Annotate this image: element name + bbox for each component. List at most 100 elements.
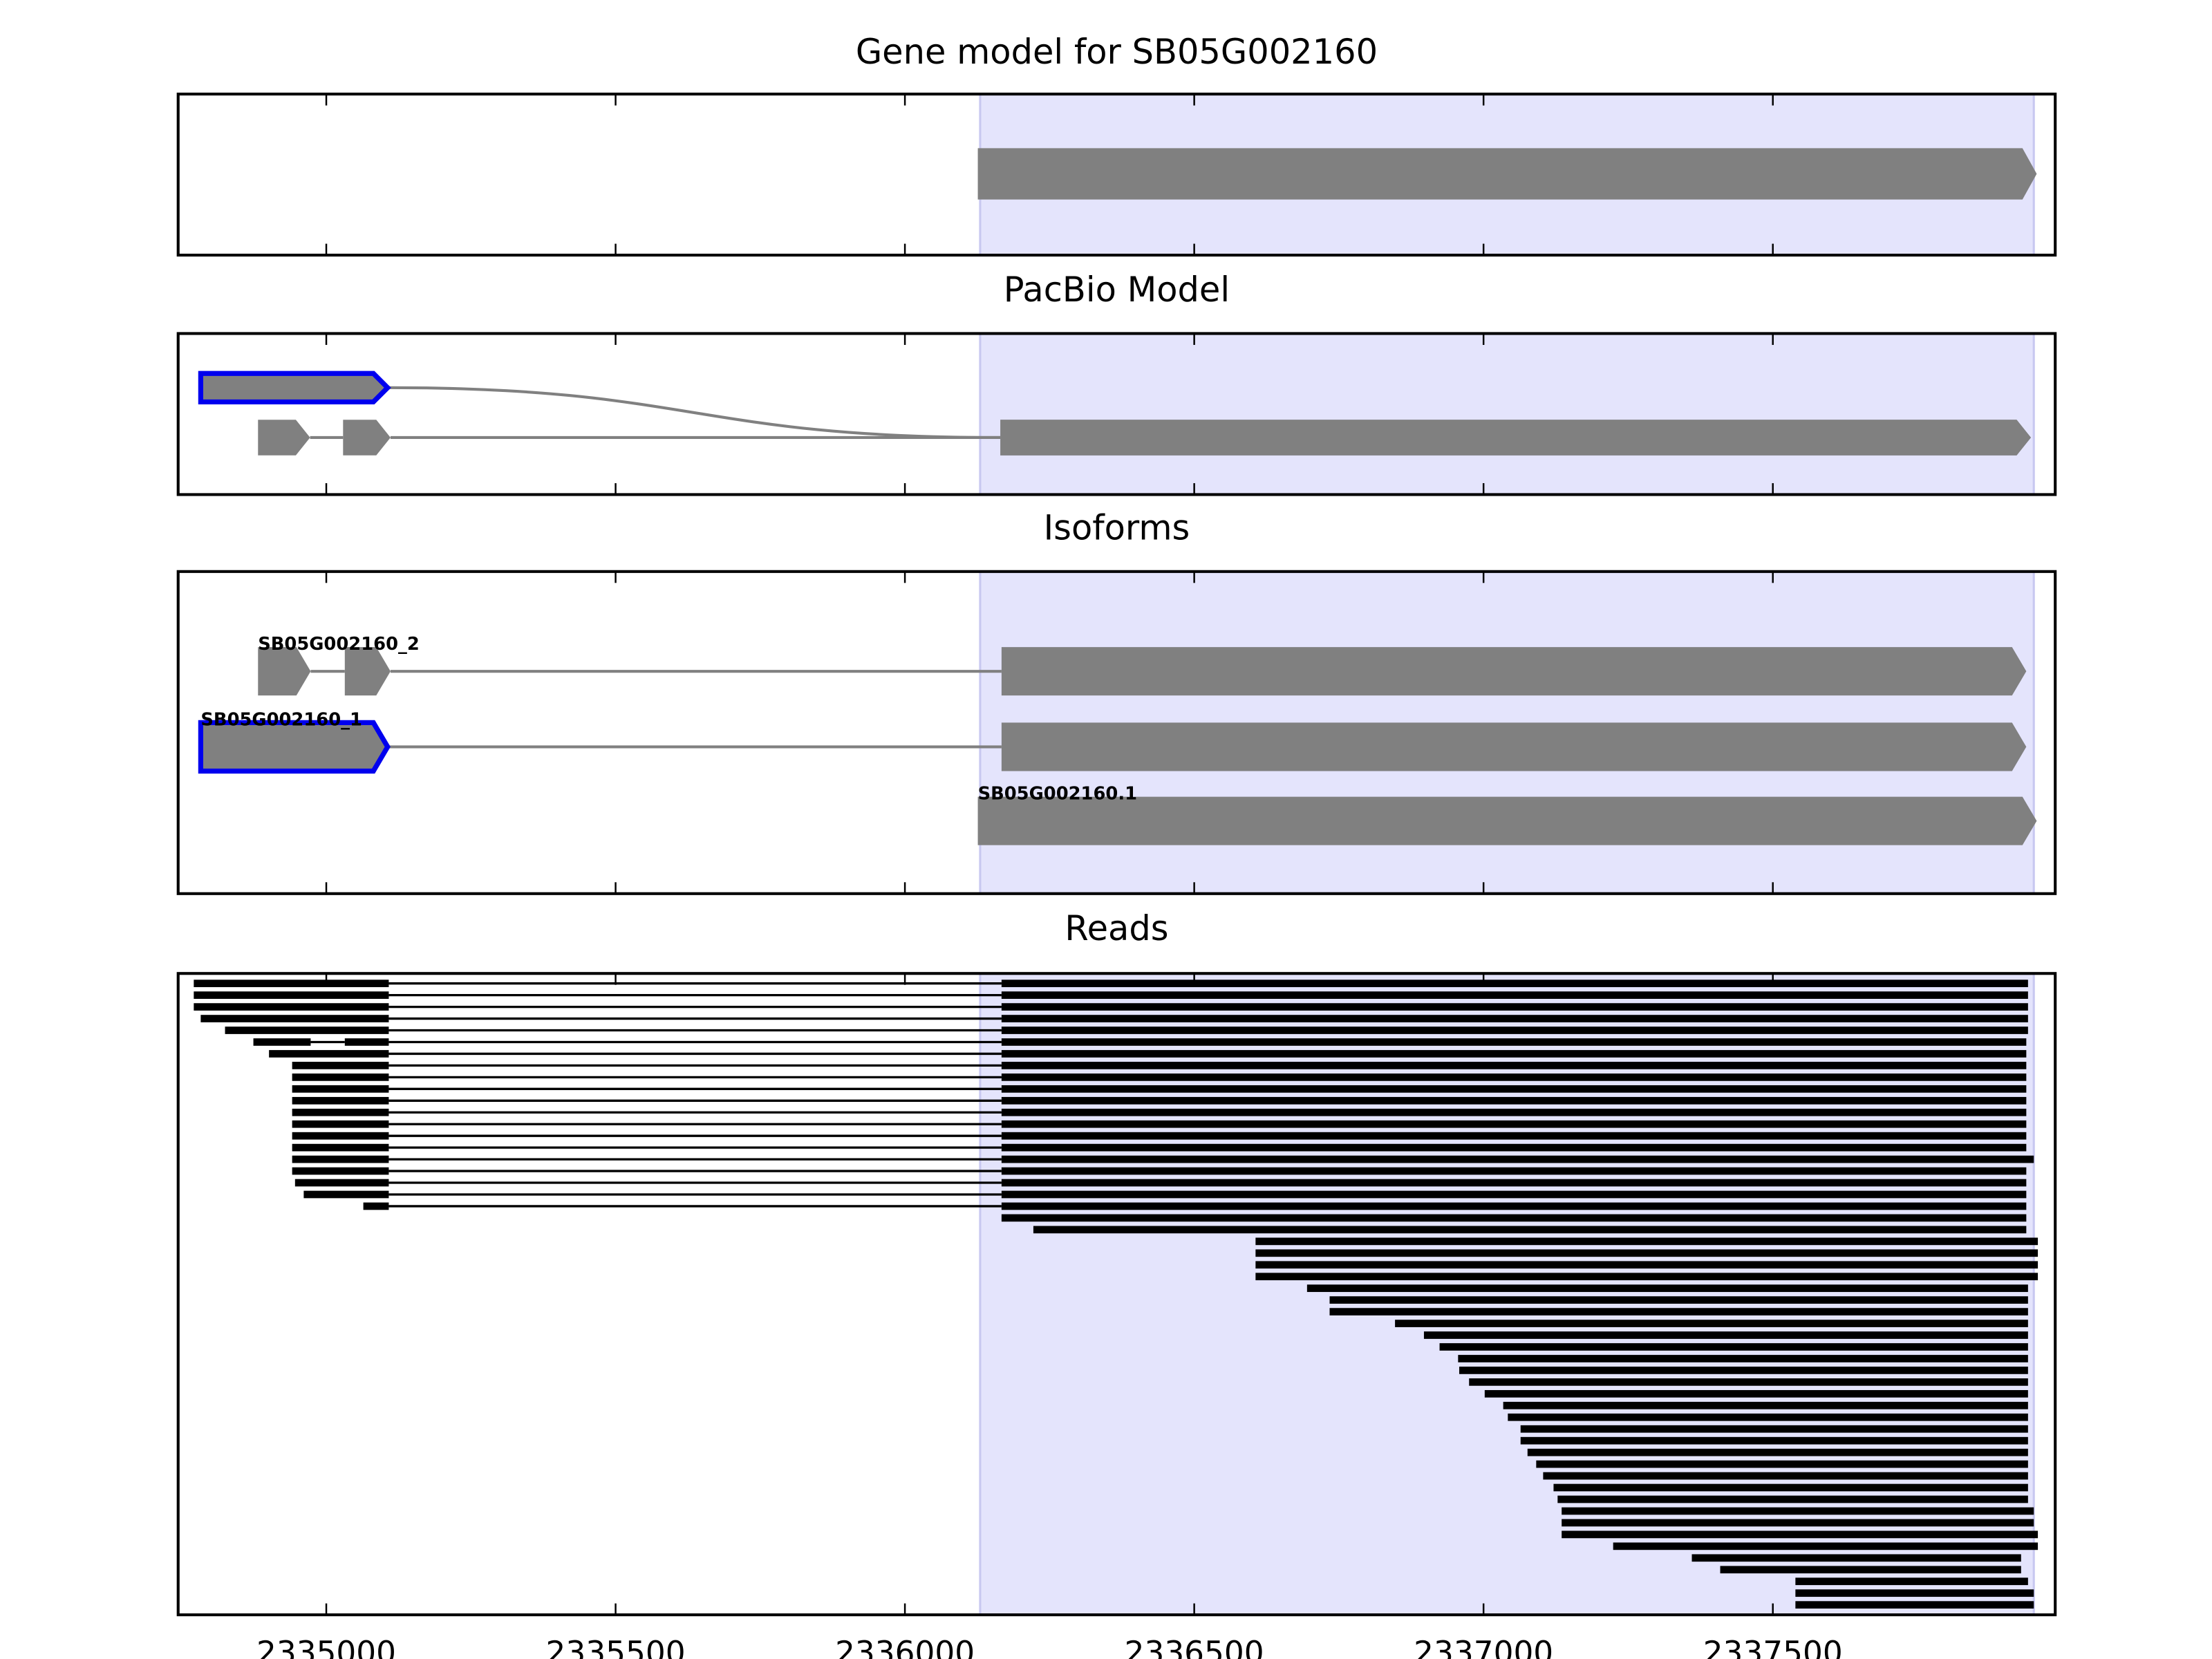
read-block: [1001, 1120, 2027, 1128]
read-block: [303, 1190, 389, 1199]
read-block: [1557, 1495, 2028, 1503]
read-block: [1001, 1132, 2027, 1140]
x-tick-label: 2336500: [1125, 1634, 1264, 1659]
read-block: [363, 1202, 389, 1210]
read-block: [1001, 1085, 2027, 1093]
exon: [258, 647, 311, 696]
read-block: [194, 991, 389, 1000]
read-block: [225, 1027, 389, 1034]
read-block: [1001, 1062, 2027, 1069]
read-block: [1562, 1519, 2034, 1527]
read-block: [1459, 1367, 2028, 1374]
read-block: [294, 1179, 389, 1187]
read-block: [1795, 1601, 2034, 1609]
exon: [977, 148, 2037, 200]
read-block: [1329, 1296, 2028, 1304]
read-block: [292, 1085, 389, 1093]
panel-title: PacBio Model: [1004, 270, 1230, 310]
read-block: [200, 1015, 389, 1022]
read-block: [1001, 1096, 2027, 1105]
read-block: [1484, 1389, 2028, 1398]
read-block: [1562, 1507, 2034, 1515]
read-block: [1395, 1320, 2028, 1327]
read-block: [1033, 1226, 2027, 1234]
read-block: [1255, 1261, 2038, 1269]
read-block: [1553, 1483, 2028, 1492]
read-block: [1255, 1237, 2038, 1246]
read-block: [292, 1132, 389, 1140]
read-block: [1691, 1554, 2021, 1562]
highlight-region: [979, 972, 2035, 1616]
read-block: [194, 1003, 389, 1011]
read-block: [1329, 1308, 2028, 1315]
read-block: [1536, 1460, 2028, 1468]
read-block: [1001, 1027, 2028, 1034]
x-tick-label: 2335000: [256, 1634, 396, 1659]
read-block: [1001, 1155, 2034, 1163]
panel-frame: [176, 972, 2057, 1617]
exon: [1001, 722, 2027, 771]
read-block: [1001, 1003, 2028, 1011]
exon: [198, 371, 391, 405]
read-block: [1001, 1038, 2027, 1046]
read-block: [292, 1143, 389, 1152]
read-block: [292, 1062, 389, 1069]
panel-title: Reads: [1065, 908, 1168, 948]
read-block: [269, 1050, 389, 1058]
read-block: [1469, 1378, 2028, 1386]
x-tick-label: 2337500: [1703, 1634, 1843, 1659]
read-block: [1562, 1530, 2038, 1539]
exon: [977, 796, 2037, 845]
read-block: [1795, 1577, 2028, 1586]
panel-title: Gene model for SB05G002160: [856, 32, 1378, 72]
read-block: [292, 1167, 389, 1175]
exon: [198, 720, 391, 774]
read-block: [1001, 1167, 2027, 1175]
read-block: [194, 980, 389, 988]
exon: [258, 420, 310, 456]
read-block: [1795, 1589, 2034, 1597]
read-block: [1306, 1284, 2028, 1293]
read-block: [1001, 1202, 2027, 1210]
read-block: [292, 1120, 389, 1128]
exon: [343, 420, 391, 456]
panel-frame: [176, 93, 2057, 257]
panel-frame: [176, 332, 2057, 496]
read-block: [1255, 1249, 2038, 1257]
highlight-region: [979, 332, 2035, 496]
read-block: [1001, 1214, 2027, 1222]
read-block: [1503, 1401, 2028, 1409]
read-block: [1613, 1542, 2038, 1550]
read-block: [1001, 1074, 2027, 1081]
read-block: [292, 1074, 389, 1081]
isoform-label: SB05G002160_2: [258, 634, 420, 655]
read-block: [344, 1038, 389, 1046]
read-block: [1001, 1015, 2028, 1022]
x-tick-label: 2335500: [546, 1634, 686, 1659]
read-block: [292, 1155, 389, 1163]
read-block: [1001, 1190, 2027, 1199]
read-block: [1458, 1355, 2028, 1362]
read-block: [292, 1096, 389, 1105]
read-block: [1001, 1143, 2027, 1152]
read-block: [1001, 980, 2028, 988]
read-block: [1720, 1566, 2021, 1574]
read-block: [1001, 1050, 2027, 1058]
read-block: [1001, 1108, 2027, 1116]
isoform-label: SB05G002160.1: [978, 784, 1137, 805]
read-block: [1255, 1273, 2038, 1281]
isoform-label: SB05G002160_1: [200, 709, 362, 730]
exon: [344, 647, 391, 696]
read-block: [1520, 1425, 2028, 1433]
x-tick-label: 2336000: [835, 1634, 975, 1659]
read-block: [292, 1108, 389, 1116]
panel-frame: [176, 570, 2057, 895]
read-block: [1439, 1343, 2028, 1351]
read-block: [1520, 1436, 2028, 1445]
read-block: [1423, 1331, 2028, 1339]
read-block: [1001, 1179, 2027, 1187]
read-block: [1543, 1472, 2028, 1480]
x-tick-label: 2337000: [1414, 1634, 1553, 1659]
